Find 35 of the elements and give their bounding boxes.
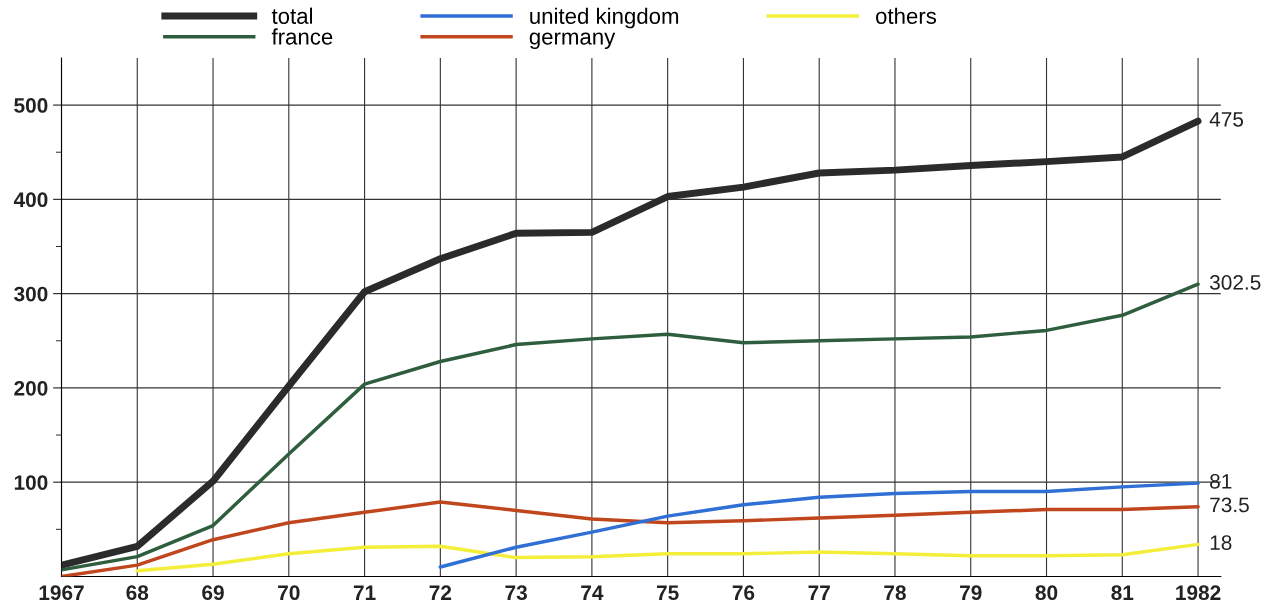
x-tick-label: 77	[808, 585, 830, 600]
y-tick-label: 500	[14, 98, 48, 113]
x-tick-label: 80	[1035, 585, 1058, 601]
y-tick-label: 200	[14, 380, 48, 396]
annotation: 302.5	[1209, 275, 1261, 290]
y-tick-label: 100	[14, 475, 48, 490]
annotation: 18	[1210, 535, 1232, 550]
line-series	[135, 542, 1200, 573]
x-tick-label: 73	[505, 585, 527, 601]
x-tick-label: 79	[960, 585, 982, 601]
annotation: 81	[1210, 473, 1232, 489]
line-series	[438, 481, 1200, 569]
legend-label: total	[271, 7, 313, 24]
x-tick-label: 1967	[39, 585, 84, 601]
line-series	[61, 282, 1200, 572]
line-series	[61, 500, 1200, 577]
x-tick-label: 76	[732, 585, 755, 601]
annotation: 73.5	[1210, 497, 1249, 513]
x-tick-label: 68	[126, 585, 149, 601]
x-tick-label: 72	[429, 585, 452, 600]
annotation: 475	[1209, 112, 1244, 127]
legend-label: united kingdom	[530, 7, 679, 29]
x-tick-label: 78	[884, 585, 906, 601]
x-tick-label: 1982	[1176, 585, 1221, 601]
x-tick-label: 75	[656, 585, 679, 601]
x-tick-label: 70	[278, 585, 300, 601]
y-tick-label: 300	[14, 286, 48, 302]
y-tick-label: 400	[13, 192, 48, 208]
x-tick-label: 81	[1111, 585, 1134, 601]
x-tick-label: 69	[202, 585, 224, 601]
x-tick-label: 74	[581, 585, 604, 600]
x-tick-label: 71	[353, 585, 376, 600]
legend-label: germany	[529, 32, 616, 50]
legend-label: france	[271, 28, 333, 45]
legend-label: others	[876, 7, 937, 24]
